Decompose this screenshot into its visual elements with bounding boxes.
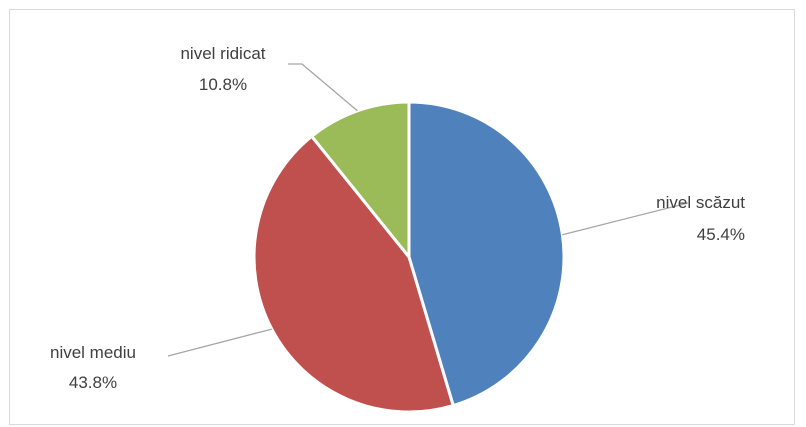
slice-label-nivel-mediu: nivel mediu: [50, 343, 136, 362]
leader-line-0: [562, 202, 689, 236]
pie-slice-nivel-ridicat: [310, 100, 411, 259]
leader-line-2: [288, 63, 358, 112]
slice-value-nivel-ridicat: 10.8%: [199, 75, 247, 94]
slice-label-nivel-scazut: nivel scăzut: [656, 193, 745, 212]
pie-slice-nivel-scazut: [407, 100, 566, 408]
slice-value-nivel-mediu: 43.8%: [69, 373, 117, 392]
leader-lines: [167, 63, 689, 357]
slice-label-nivel-ridicat: nivel ridicat: [180, 44, 265, 63]
pie-slices: [252, 100, 566, 414]
slice-value-nivel-scazut: 45.4%: [697, 225, 745, 244]
leader-line-1: [167, 328, 272, 357]
